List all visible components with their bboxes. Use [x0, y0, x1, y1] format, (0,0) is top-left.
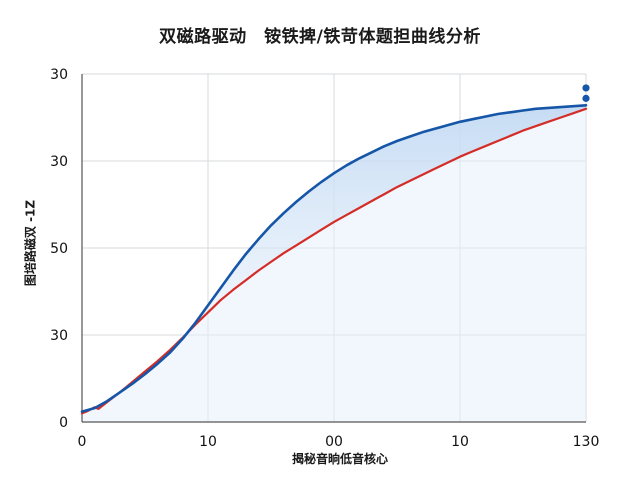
chart-title: 双磁路驱动 铵铁捭/铁苛体题担曲线分析 [159, 27, 481, 47]
y-tick-label: 50 [50, 241, 68, 257]
area-fill-lower [82, 108, 586, 423]
x-tick-label: 10 [199, 434, 217, 450]
x-tick-label: 0 [78, 434, 87, 450]
x-axis-label: 揭秘音晌低音核心 [291, 452, 388, 466]
series-line-red [80, 107, 588, 415]
y-tick-label: 30 [50, 67, 68, 83]
x-tick-label: 130 [573, 434, 600, 450]
series-line-blue [80, 104, 588, 413]
x-tick-label: 00 [325, 434, 343, 450]
x-tick-label: 10 [451, 434, 469, 450]
y-tick-label: 30 [50, 154, 68, 170]
y-tick-label: 30 [50, 328, 68, 344]
y-tick-label: 0 [59, 415, 68, 431]
end-marker [582, 84, 590, 92]
end-marker [582, 94, 590, 102]
